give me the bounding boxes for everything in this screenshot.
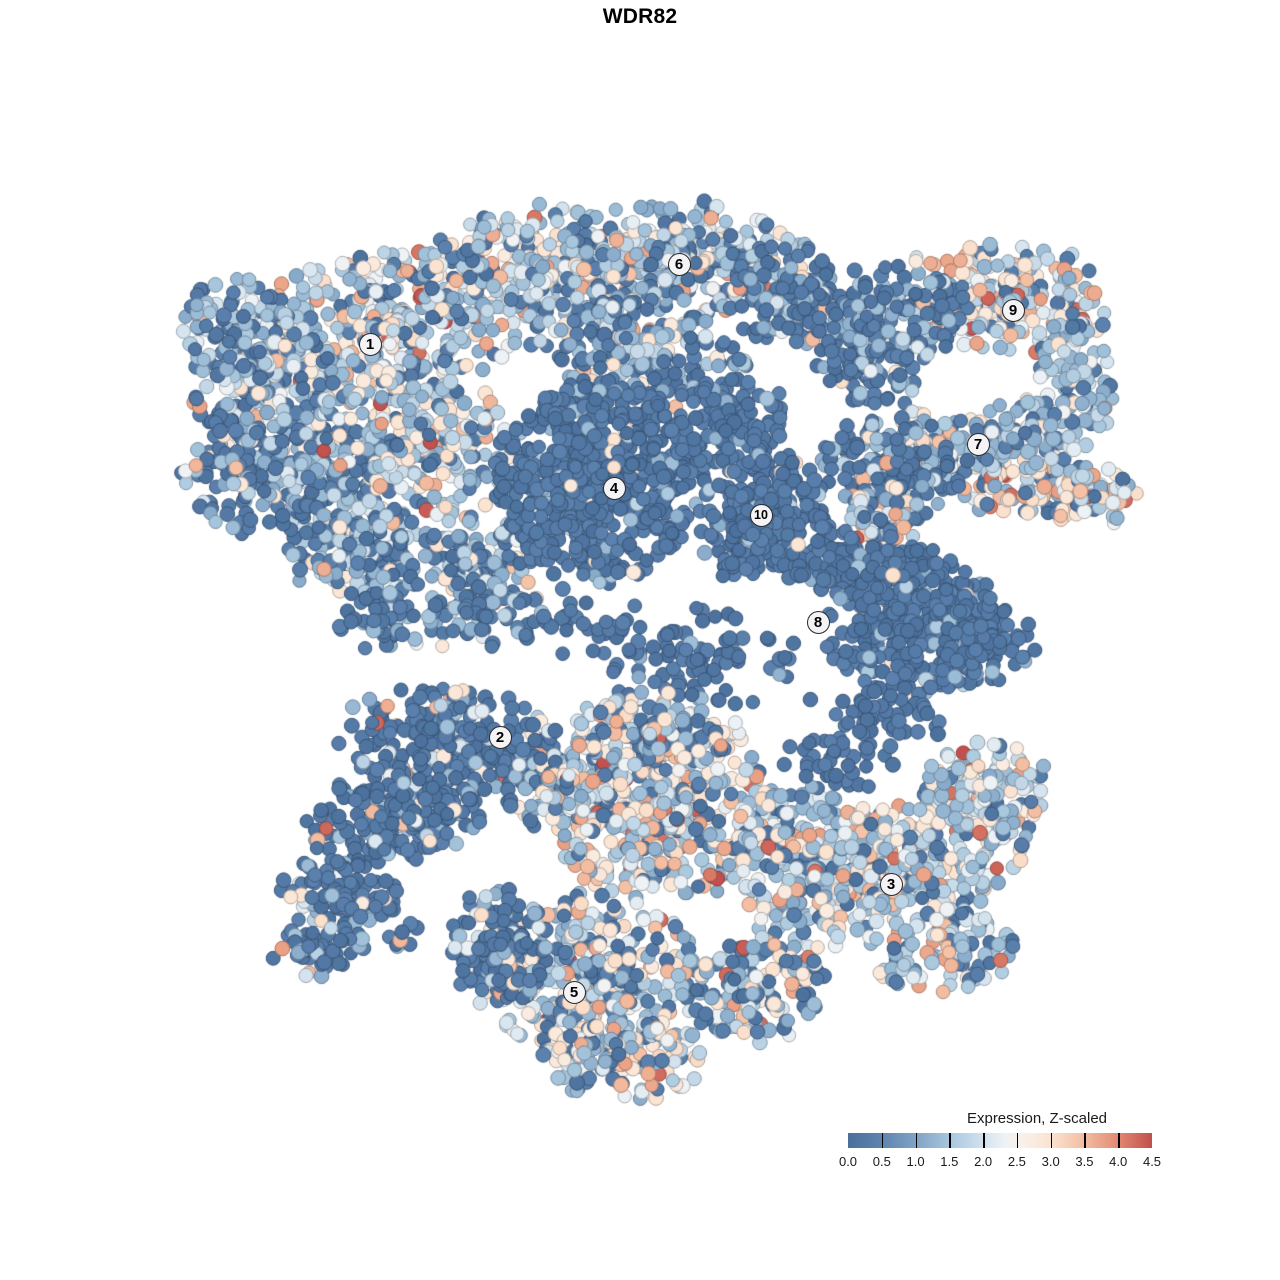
cluster-label-4: 4	[602, 476, 626, 500]
legend-tickmark	[1118, 1133, 1120, 1148]
legend-tick-label: 0.0	[838, 1154, 858, 1169]
legend-tick-label: 2.5	[1007, 1154, 1026, 1169]
legend-tick-label: 2.0	[974, 1154, 993, 1169]
cluster-label-2: 2	[488, 725, 512, 749]
legend-tick-label: 0.5	[872, 1154, 891, 1169]
legend-tickmark	[1084, 1133, 1086, 1148]
legend-tick-label: 4.0	[1109, 1154, 1128, 1169]
legend-tickmark	[1016, 1133, 1019, 1148]
cluster-label-10: 10	[749, 503, 773, 527]
legend-tick-label: 1.0	[906, 1154, 925, 1169]
cluster-label-1: 1	[358, 332, 382, 356]
expression-legend: Expression, Z-scaled 0.0 0.5 1.0 1.5 2.0 2.5 3…	[839, 1110, 1161, 1174]
legend-title: Expression, Z-scaled	[966, 1110, 1108, 1127]
cluster-label-6: 6	[667, 252, 691, 276]
legend-colorbar	[848, 1133, 1152, 1148]
legend-tick-label: 3.0	[1041, 1154, 1060, 1169]
legend-tick-label: 1.5	[940, 1154, 959, 1169]
cluster-label-7: 7	[966, 432, 990, 456]
legend-tickmark	[949, 1133, 951, 1148]
cluster-label-3: 3	[879, 872, 903, 896]
legend-tickmark	[1050, 1133, 1053, 1148]
legend-tickmark	[915, 1133, 918, 1148]
legend-tick-label: 3.5	[1075, 1154, 1094, 1169]
cluster-label-5: 5	[562, 980, 586, 1004]
cluster-label-8: 8	[806, 610, 830, 634]
legend-tickmark	[983, 1133, 985, 1148]
legend-tickmark	[881, 1133, 884, 1148]
legend-tick-labels: 0.0 0.5 1.0 1.5 2.0 2.5 3.0 3.5 4.0 4.5	[839, 1154, 1161, 1170]
legend-tick-label: 4.5	[1142, 1154, 1162, 1169]
cluster-label-9: 9	[1001, 298, 1025, 322]
